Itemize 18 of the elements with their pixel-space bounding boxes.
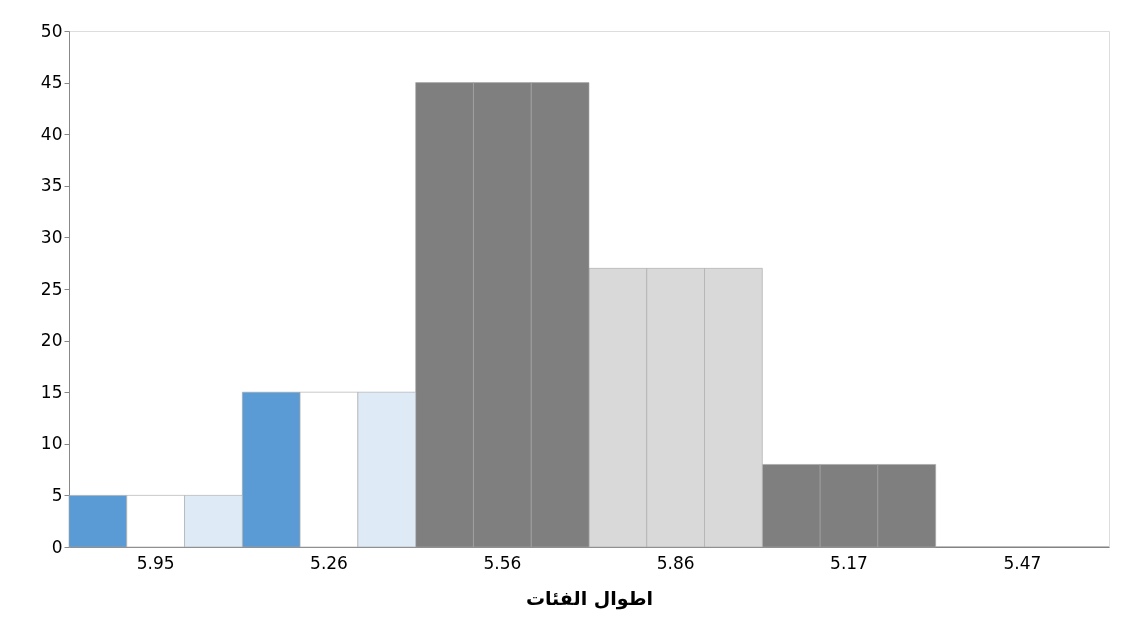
x-tick-label: 5.86 — [656, 552, 695, 573]
y-tick-label: 10 — [40, 433, 63, 454]
y-tick-label: 0 — [51, 536, 63, 557]
y-tick-label: 35 — [40, 175, 63, 196]
x-axis-title: اطوال الفئات — [525, 586, 654, 610]
y-tick-label: 30 — [40, 226, 63, 247]
y-tick-label: 25 — [40, 278, 63, 299]
y-tick-label: 40 — [40, 123, 63, 144]
x-tick-label: 5.95 — [136, 552, 175, 573]
y-tick-label: 15 — [40, 381, 63, 402]
y-tick-label: 45 — [40, 72, 63, 93]
y-tick-label: 20 — [40, 330, 63, 351]
x-tick-label: 5.17 — [830, 552, 868, 573]
x-tick-label: 5.47 — [1003, 552, 1042, 573]
y-tick-label: 5 — [51, 484, 63, 505]
y-tick-label: 50 — [40, 20, 63, 41]
x-tick-label: 5.56 — [483, 552, 522, 573]
x-tick-label: 5.26 — [310, 552, 348, 573]
